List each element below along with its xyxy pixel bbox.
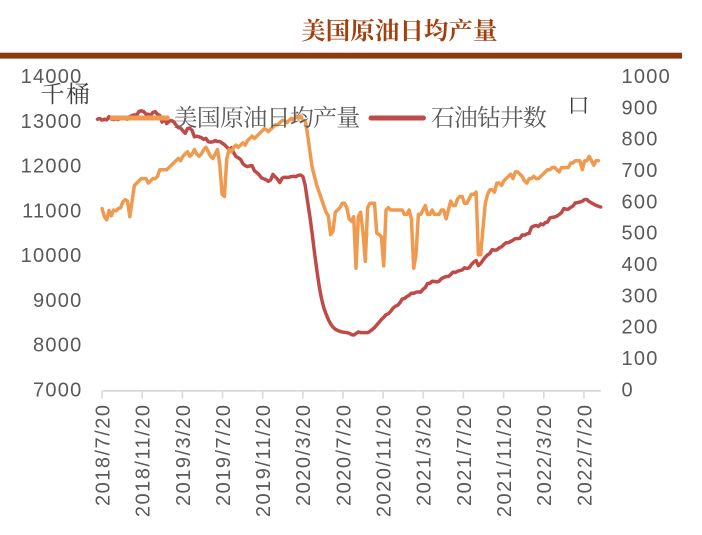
svg-text:2018/7/20: 2018/7/20	[93, 404, 115, 506]
svg-text:900: 900	[622, 97, 659, 119]
svg-text:11000: 11000	[22, 200, 82, 222]
svg-text:8000: 8000	[33, 335, 83, 357]
svg-text:200: 200	[622, 317, 659, 339]
svg-text:500: 500	[622, 223, 659, 245]
svg-text:600: 600	[622, 191, 659, 213]
svg-text:100: 100	[622, 348, 659, 370]
svg-text:800: 800	[622, 129, 659, 151]
svg-text:13000: 13000	[21, 111, 83, 133]
svg-text:400: 400	[622, 254, 659, 276]
svg-text:2020/3/20: 2020/3/20	[293, 404, 315, 506]
svg-text:2019/11/20: 2019/11/20	[253, 404, 275, 518]
svg-text:2022/3/20: 2022/3/20	[534, 404, 556, 506]
svg-text:300: 300	[622, 285, 659, 307]
svg-text:2021/11/20: 2021/11/20	[494, 404, 516, 518]
svg-text:9000: 9000	[33, 290, 83, 312]
svg-text:10000: 10000	[21, 245, 83, 267]
svg-text:2022/7/20: 2022/7/20	[574, 404, 596, 506]
svg-text:2020/11/20: 2020/11/20	[374, 404, 396, 518]
svg-text:2019/7/20: 2019/7/20	[213, 404, 235, 506]
svg-text:2018/11/20: 2018/11/20	[133, 404, 155, 518]
svg-text:14000: 14000	[21, 66, 83, 88]
svg-text:2021/3/20: 2021/3/20	[414, 404, 436, 506]
svg-text:2019/3/20: 2019/3/20	[173, 404, 195, 506]
svg-text:0: 0	[622, 379, 634, 401]
svg-text:700: 700	[622, 160, 659, 182]
svg-text:1000: 1000	[622, 66, 672, 88]
svg-text:12000: 12000	[21, 156, 83, 178]
svg-text:2020/7/20: 2020/7/20	[333, 404, 355, 506]
svg-text:7000: 7000	[33, 379, 83, 401]
svg-text:2021/7/20: 2021/7/20	[454, 404, 476, 506]
